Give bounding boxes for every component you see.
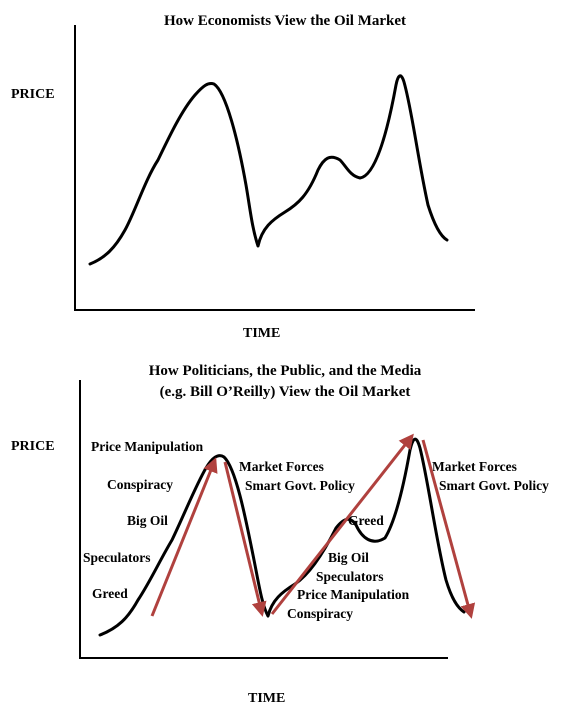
fall2-arrow: [421, 439, 476, 619]
fall2-label-smart-govt-policy: Smart Govt. Policy: [439, 478, 549, 493]
rise2-label-conspiracy: Conspiracy: [287, 606, 354, 621]
rise2-label-speculators: Speculators: [316, 569, 384, 584]
rise1-label-conspiracy: Conspiracy: [107, 477, 174, 492]
rise1-label-big-oil: Big Oil: [127, 513, 168, 528]
top-chart-x-axis-label: TIME: [243, 326, 281, 341]
rise1-label-greed: Greed: [92, 586, 128, 601]
top-chart-y-axis-label: PRICE: [11, 87, 55, 102]
fall1-arrow: [223, 461, 267, 617]
rise1-label-price-manipulation: Price Manipulation: [91, 439, 204, 454]
rise2-arrow: [270, 433, 414, 615]
top-chart-title: How Economists View the Oil Market: [163, 13, 407, 29]
bottom-chart-x-axis-label: TIME: [248, 691, 286, 706]
rise2-label-price-manipulation: Price Manipulation: [297, 587, 410, 602]
rise1-label-speculators: Speculators: [83, 550, 151, 565]
rise2-label-big-oil: Big Oil: [328, 550, 369, 565]
bottom-chart-title-line2: (e.g. Bill O’Reilly) View the Oil Market: [159, 384, 411, 400]
fall2-label-market-forces: Market Forces: [432, 459, 517, 474]
bottom-chart-title-line1: How Politicians, the Public, and the Med…: [148, 363, 422, 379]
bottom-chart-y-axis-label: PRICE: [11, 439, 55, 454]
bottom-chart-axes: [79, 380, 448, 659]
fall1-label-smart-govt-policy: Smart Govt. Policy: [245, 478, 355, 493]
top-chart-price-curve: [88, 74, 449, 266]
rise1-arrow: [150, 457, 218, 617]
fall1-label-market-forces: Market Forces: [239, 459, 324, 474]
top-chart-axes: [74, 25, 475, 311]
